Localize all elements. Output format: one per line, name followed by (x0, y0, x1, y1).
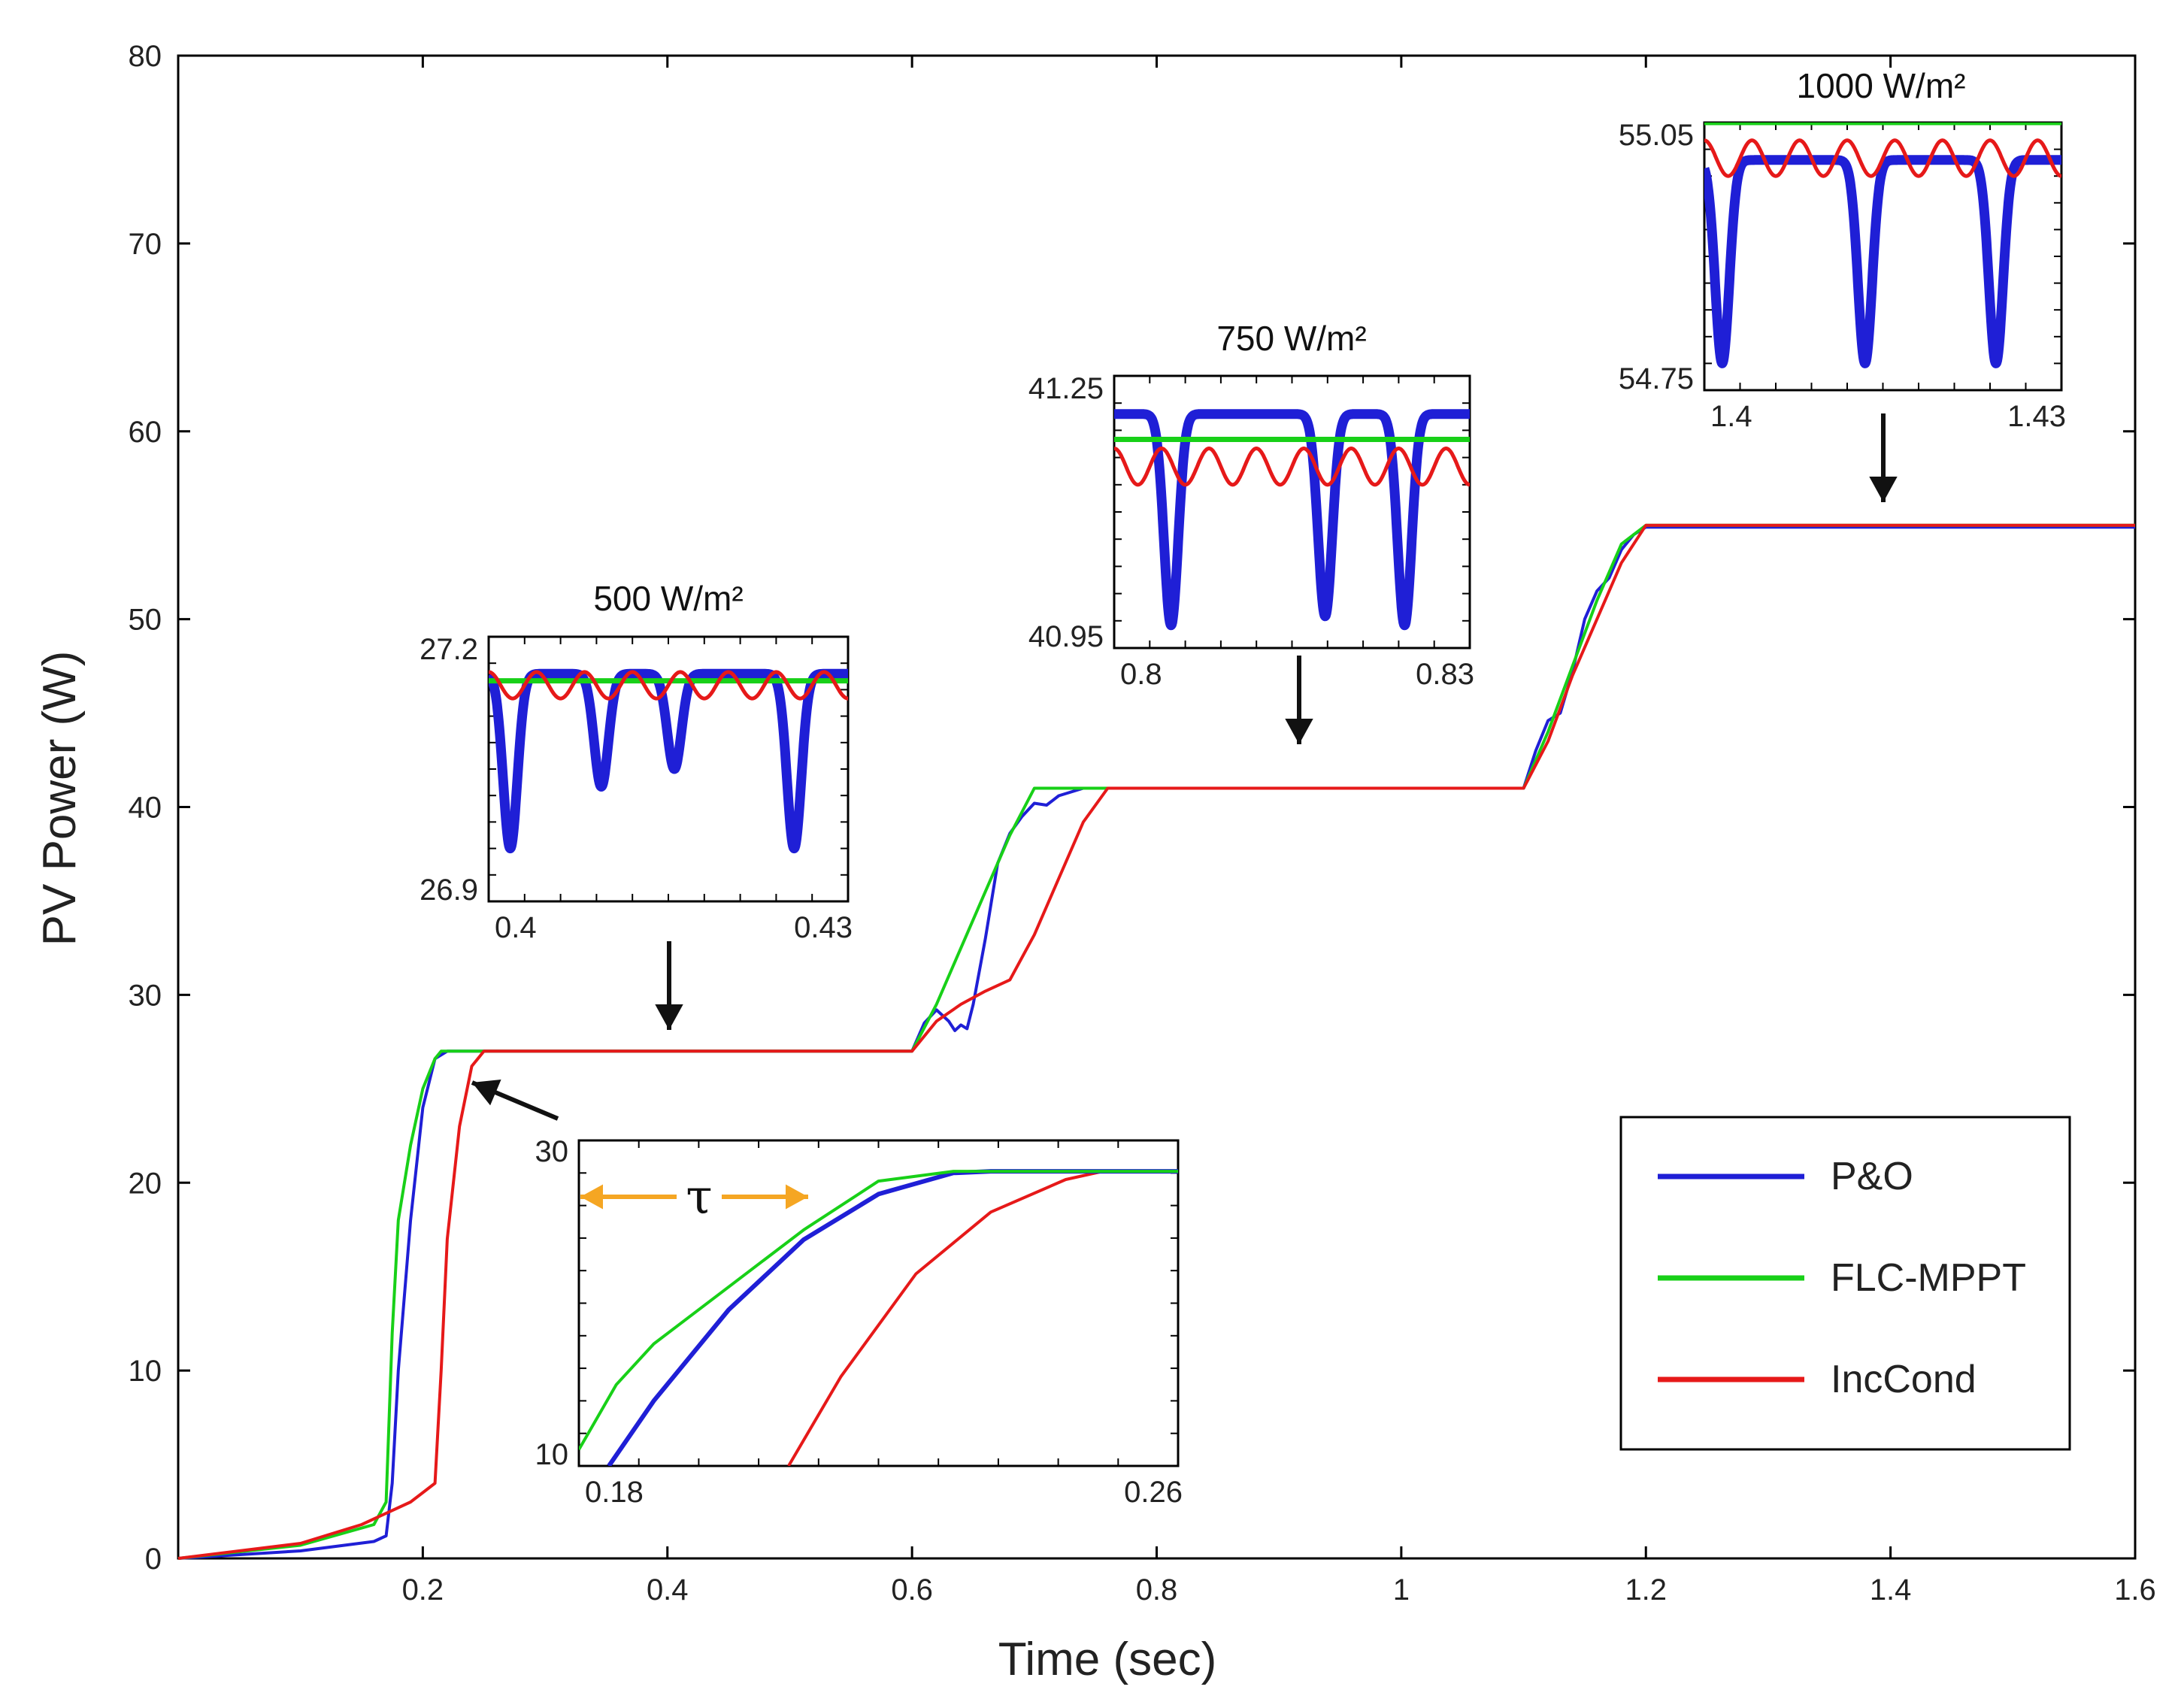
legend: P&O FLC-MPPT IncCond (1619, 1116, 2071, 1451)
series-line-inccond (177, 523, 2135, 1560)
inset-x-tick-label: 0.83 (1416, 658, 1474, 691)
inset-y-tick-label: 27.2 (420, 633, 478, 666)
y-tick-label: 70 (129, 228, 162, 261)
inset-y-tick-label: 26.9 (420, 874, 478, 907)
inset-inccond-curve (1114, 446, 1470, 487)
inset-inccond-curve (1704, 138, 2061, 178)
inset-curves (489, 668, 848, 854)
y-tick-label: 80 (129, 40, 162, 73)
inset-y-tick-label: 55.05 (1619, 119, 1694, 152)
y-tick-label: 60 (129, 416, 162, 449)
tau-arrow-right-head (786, 1184, 808, 1210)
inset-curves (1704, 123, 2061, 368)
main-axes: 0.2 0.4 0.6 0.8 1 1.2 1.4 1.6 0 10 20 30 40 50 60 70 80 (129, 40, 2156, 1607)
x-tick-label: 1.6 (2114, 1573, 2156, 1607)
inset-1: 0.4 0.43 27.2 26.9 500 W/m² (420, 579, 853, 1030)
legend-label-flc: FLC-MPPT (1831, 1256, 2026, 1300)
insets: 0.4 0.43 27.2 26.9 500 W/m² 0.8 0.83 41.25 40.95… (420, 66, 2066, 1509)
inset-x-tick-label: 1.4 (1710, 400, 1752, 433)
x-tick-label: 1.2 (1625, 1573, 1667, 1607)
inset-2: 0.8 0.83 41.25 40.95 750 W/m² (1028, 319, 1474, 744)
y-tick-label: 50 (129, 604, 162, 637)
inset-pointer-head (1869, 477, 1898, 502)
main-series (177, 523, 2135, 1560)
legend-box (1619, 1116, 2071, 1451)
y-tick-label: 20 (129, 1167, 162, 1200)
tau-label: τ (686, 1170, 712, 1225)
inset-x-tick-label: 0.26 (1124, 1476, 1183, 1509)
inset-y-tick-label: 30 (535, 1135, 569, 1168)
inset-x-tick-label: 0.8 (1120, 658, 1162, 691)
inset-title: 500 W/m² (593, 579, 743, 618)
inset-x-tick-label: 0.18 (585, 1476, 644, 1509)
inset-y-tick-label: 10 (535, 1438, 569, 1471)
inset-curves (1114, 409, 1470, 631)
inset-frame (577, 1139, 1180, 1467)
inset-3: 1.4 1.43 55.05 54.75 1000 W/m² (1619, 66, 2066, 502)
inset-x-tick-label: 0.4 (495, 911, 537, 944)
x-tick-label: 0.6 (891, 1573, 933, 1607)
y-axis-title: PV Power (W) (34, 651, 86, 946)
inset-4: 0.18 0.26 30 10 τ (471, 1079, 1183, 1509)
inset-pointer-head (655, 1004, 683, 1030)
x-axis-title: Time (sec) (998, 1634, 1216, 1685)
inset-y-tick-label: 54.75 (1619, 362, 1694, 395)
x-tick-label: 1 (1393, 1573, 1410, 1607)
y-tick-label: 0 (145, 1543, 162, 1576)
x-tick-label: 0.4 (647, 1573, 689, 1607)
inset-title: 1000 W/m² (1797, 66, 1966, 105)
x-tick-label: 0.2 (402, 1573, 444, 1607)
inset-inccond-curve (489, 670, 848, 701)
y-tick-label: 40 (129, 792, 162, 825)
y-tick-label: 30 (129, 979, 162, 1012)
x-tick-label: 1.4 (1870, 1573, 1912, 1607)
inset-x-tick-label: 1.43 (2007, 400, 2066, 433)
inset-curves (579, 1169, 1178, 1466)
inset-x-tick-label: 0.43 (794, 911, 853, 944)
zoom-pointer-head (472, 1079, 501, 1106)
inset-y-tick-label: 41.25 (1028, 372, 1104, 405)
tau-arrow-left-head (580, 1184, 603, 1210)
y-tick-label: 10 (129, 1355, 162, 1388)
x-tick-label: 0.8 (1136, 1573, 1178, 1607)
legend-label-po: P&O (1831, 1155, 1913, 1198)
inset-y-tick-label: 40.95 (1028, 620, 1104, 653)
series-line-flc-mppt (177, 523, 2135, 1560)
inset-pointer-head (1285, 719, 1313, 744)
inset-po-curve (1114, 409, 1470, 631)
legend-label-inccond: IncCond (1831, 1358, 1977, 1401)
inset-title: 750 W/m² (1216, 319, 1366, 358)
inset-po-curve (489, 668, 848, 854)
inset-zoom-flc-mppt (579, 1170, 1178, 1451)
